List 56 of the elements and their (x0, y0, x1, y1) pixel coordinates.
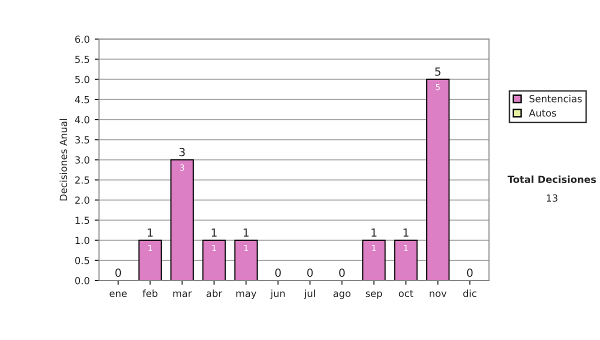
y-axis-title: Decisiones Anual (60, 119, 68, 200)
x-tick-label: sep (366, 291, 382, 299)
x-tick-label: ene (110, 291, 127, 298)
x-tick-label: nov (430, 291, 446, 298)
total-label: 5 (435, 68, 440, 76)
x-tick-label: jun (270, 290, 285, 299)
total-label: 1 (404, 228, 408, 237)
total-label: 0 (275, 268, 281, 277)
data-label: 1 (212, 244, 216, 252)
x-tick-label: may (236, 291, 256, 299)
bar (234, 240, 258, 280)
data-label: 1 (372, 244, 376, 252)
data-label: 1 (148, 244, 152, 252)
x-tick-label: oct (398, 290, 414, 298)
y-tick-label: 2.5 (75, 176, 90, 184)
total-label: 1 (244, 228, 249, 237)
y-tick-label: 5.5 (75, 56, 90, 64)
text: 13 (546, 194, 558, 202)
total-label: 0 (467, 268, 473, 277)
y-tick-label: 2.0 (75, 196, 90, 204)
text: Total Decisiones (508, 175, 596, 184)
total-label: 1 (212, 228, 217, 237)
y-tick-label: 1.5 (76, 216, 90, 224)
data-label: 1 (404, 244, 408, 252)
bar (394, 240, 418, 280)
y-tick-label: 5.0 (75, 76, 90, 84)
x-tick-label: feb (142, 290, 158, 298)
bar (138, 240, 162, 280)
x-tick-label: dic (463, 290, 476, 298)
y-tick-label: 1.0 (76, 236, 90, 244)
legend-label: Autos (528, 109, 556, 117)
x-tick-label: jul (304, 290, 315, 299)
total-label: 1 (372, 228, 376, 237)
y-tick-label: 0.0 (75, 276, 90, 284)
total-label: 3 (179, 148, 185, 156)
bar (426, 78, 450, 280)
bar (362, 240, 386, 280)
y-tick-label: 3.0 (75, 156, 90, 164)
data-label: 1 (244, 244, 248, 252)
y-tick-label: 4.0 (74, 116, 90, 124)
x-tick-label: abr (206, 290, 222, 298)
y-tick-label: 3.5 (75, 136, 90, 144)
total-label: 0 (307, 268, 313, 277)
x-tick-label: ago (333, 291, 350, 299)
total-label: 1 (148, 228, 153, 237)
data-label: 5 (436, 84, 440, 90)
legend-label: Sentencias (530, 94, 582, 102)
y-tick-label: 4.5 (74, 96, 90, 104)
bar (202, 240, 226, 280)
total-label: 0 (339, 268, 345, 277)
y-tick-label: 6.0 (75, 36, 90, 43)
x-tick-label: mar (173, 291, 192, 298)
bar (170, 159, 194, 280)
total-label: 0 (115, 268, 121, 277)
data-label: 3 (180, 164, 184, 171)
y-tick-label: 0.5 (75, 256, 90, 264)
